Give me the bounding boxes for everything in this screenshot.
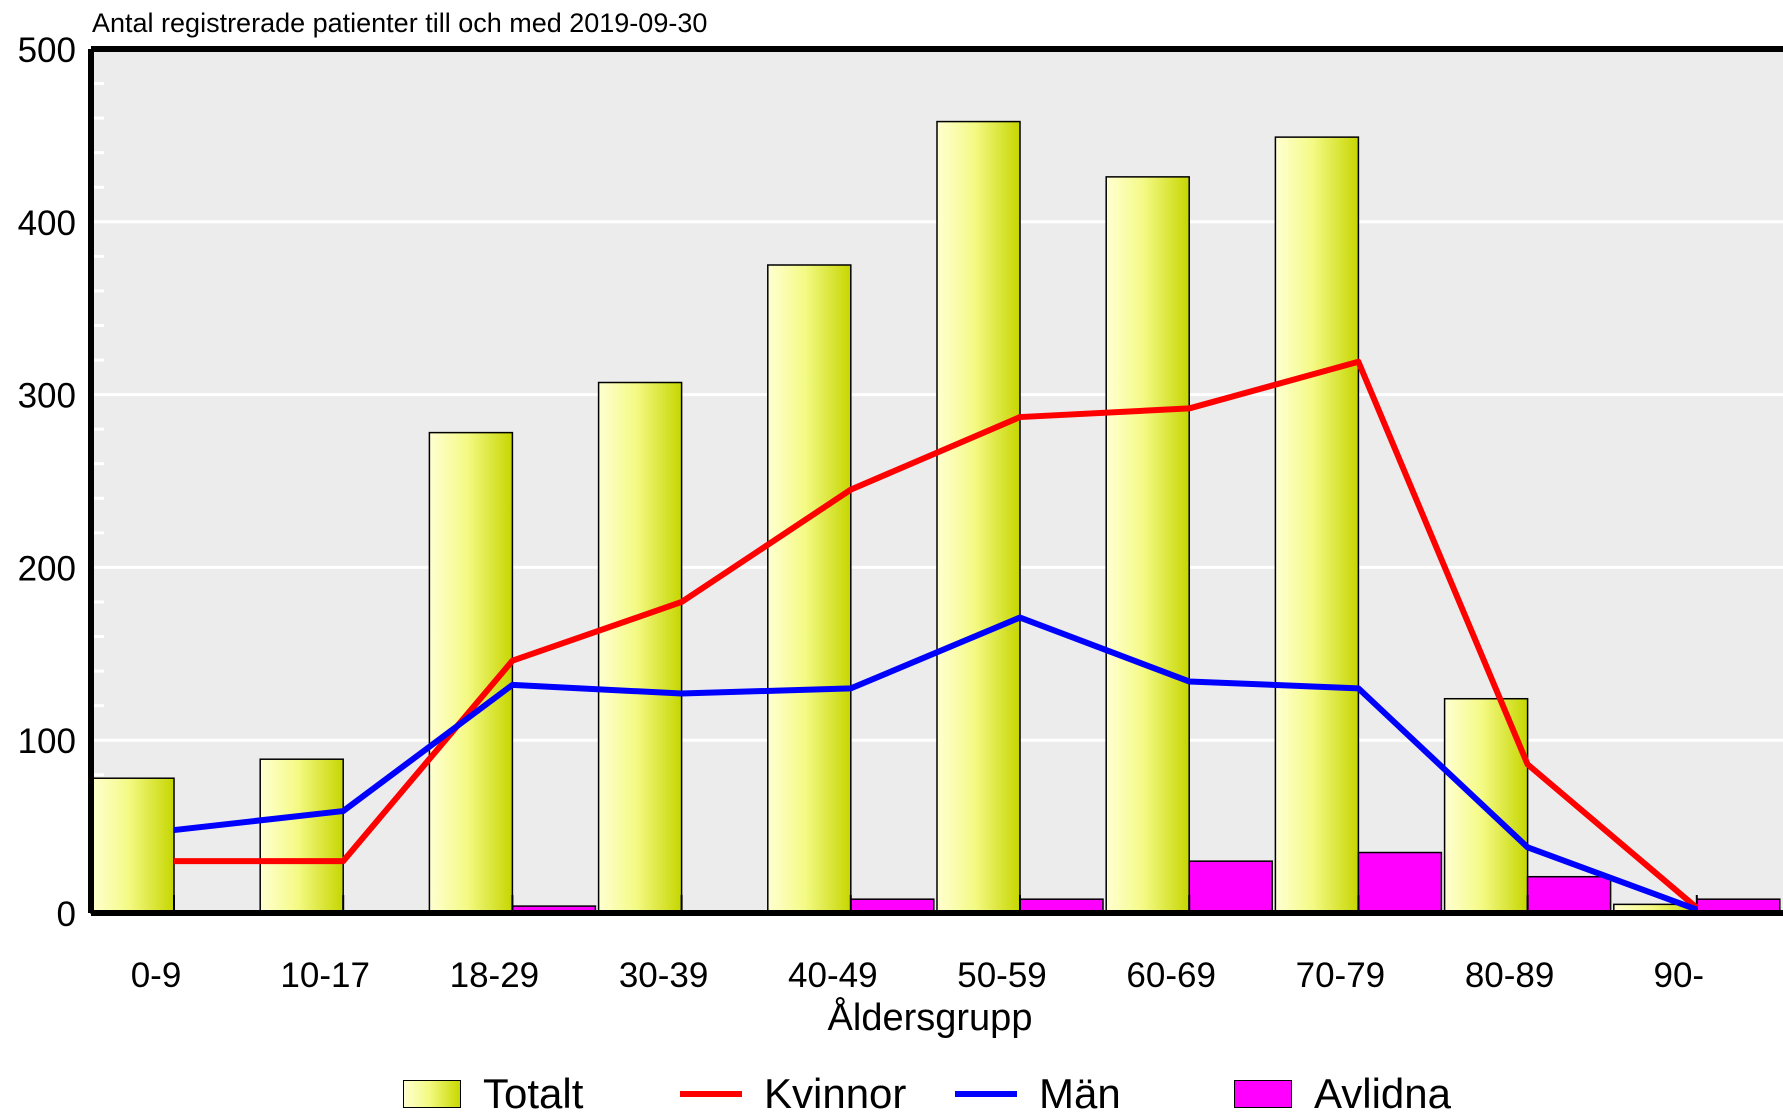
legend-item-man: Män [955, 1068, 1121, 1119]
x-tick-label: 30-39 [619, 956, 709, 995]
x-tick-label: 70-79 [1296, 956, 1386, 995]
legend-label-kvinnor: Kvinnor [764, 1069, 907, 1117]
line-man [173, 614, 1698, 913]
legend-label-avlidna: Avlidna [1314, 1069, 1451, 1117]
y-tick-label: 0 [57, 895, 76, 934]
chart-canvas: 0 100 200 300 400 500 0-9 10-17 18-29 30-39 40-49 5… [18, 31, 1783, 1039]
x-tick-label: 18-29 [450, 956, 540, 995]
y-tick-label: 300 [18, 377, 76, 416]
x-axis-label: Åldersgrupp [828, 995, 1033, 1039]
x-tick-label: 50-59 [957, 956, 1047, 995]
x-tick-label: 10-17 [280, 956, 370, 995]
y-tick-label: 400 [18, 204, 76, 243]
legend-swatch-totalt [403, 1079, 461, 1108]
bar-totalt [90, 777, 175, 914]
legend-item-totalt: Totalt [403, 1068, 583, 1119]
legend-label-totalt: Totalt [483, 1069, 584, 1117]
legend-swatch-avlidna [1234, 1079, 1292, 1108]
legend-swatch-man [955, 1090, 1017, 1097]
bar-totalt [1105, 176, 1190, 914]
x-tick-label: 40-49 [788, 956, 878, 995]
legend-item-kvinnor: Kvinnor [680, 1068, 906, 1119]
legend-label-man: Män [1039, 1069, 1121, 1117]
y-tick-label: 200 [18, 549, 76, 588]
x-tick-label: 80-89 [1465, 956, 1555, 995]
x-tick-label: 0-9 [131, 956, 182, 995]
bar-avlidna [1188, 860, 1273, 914]
y-tick-label: 100 [18, 722, 76, 761]
x-tick-label: 90- [1654, 956, 1705, 995]
bar-avlidna [1357, 851, 1443, 914]
legend-swatch-kvinnor [680, 1090, 742, 1097]
y-tick-label: 500 [18, 31, 76, 70]
bar-totalt [259, 758, 344, 914]
bar-totalt [1274, 136, 1360, 914]
bar-totalt [597, 381, 683, 914]
bar-avlidna [1526, 875, 1612, 914]
x-tick-label: 60-69 [1126, 956, 1216, 995]
bar-totalt [936, 120, 1021, 914]
bar-totalt [767, 264, 852, 914]
legend-item-avlidna: Avlidna [1234, 1068, 1451, 1119]
line-kvinnor [174, 358, 1699, 911]
chart-title: Antal registrerade patienter till och me… [92, 8, 708, 38]
chart-legend: Totalt Kvinnor Män Avlidna [0, 1068, 1783, 1119]
